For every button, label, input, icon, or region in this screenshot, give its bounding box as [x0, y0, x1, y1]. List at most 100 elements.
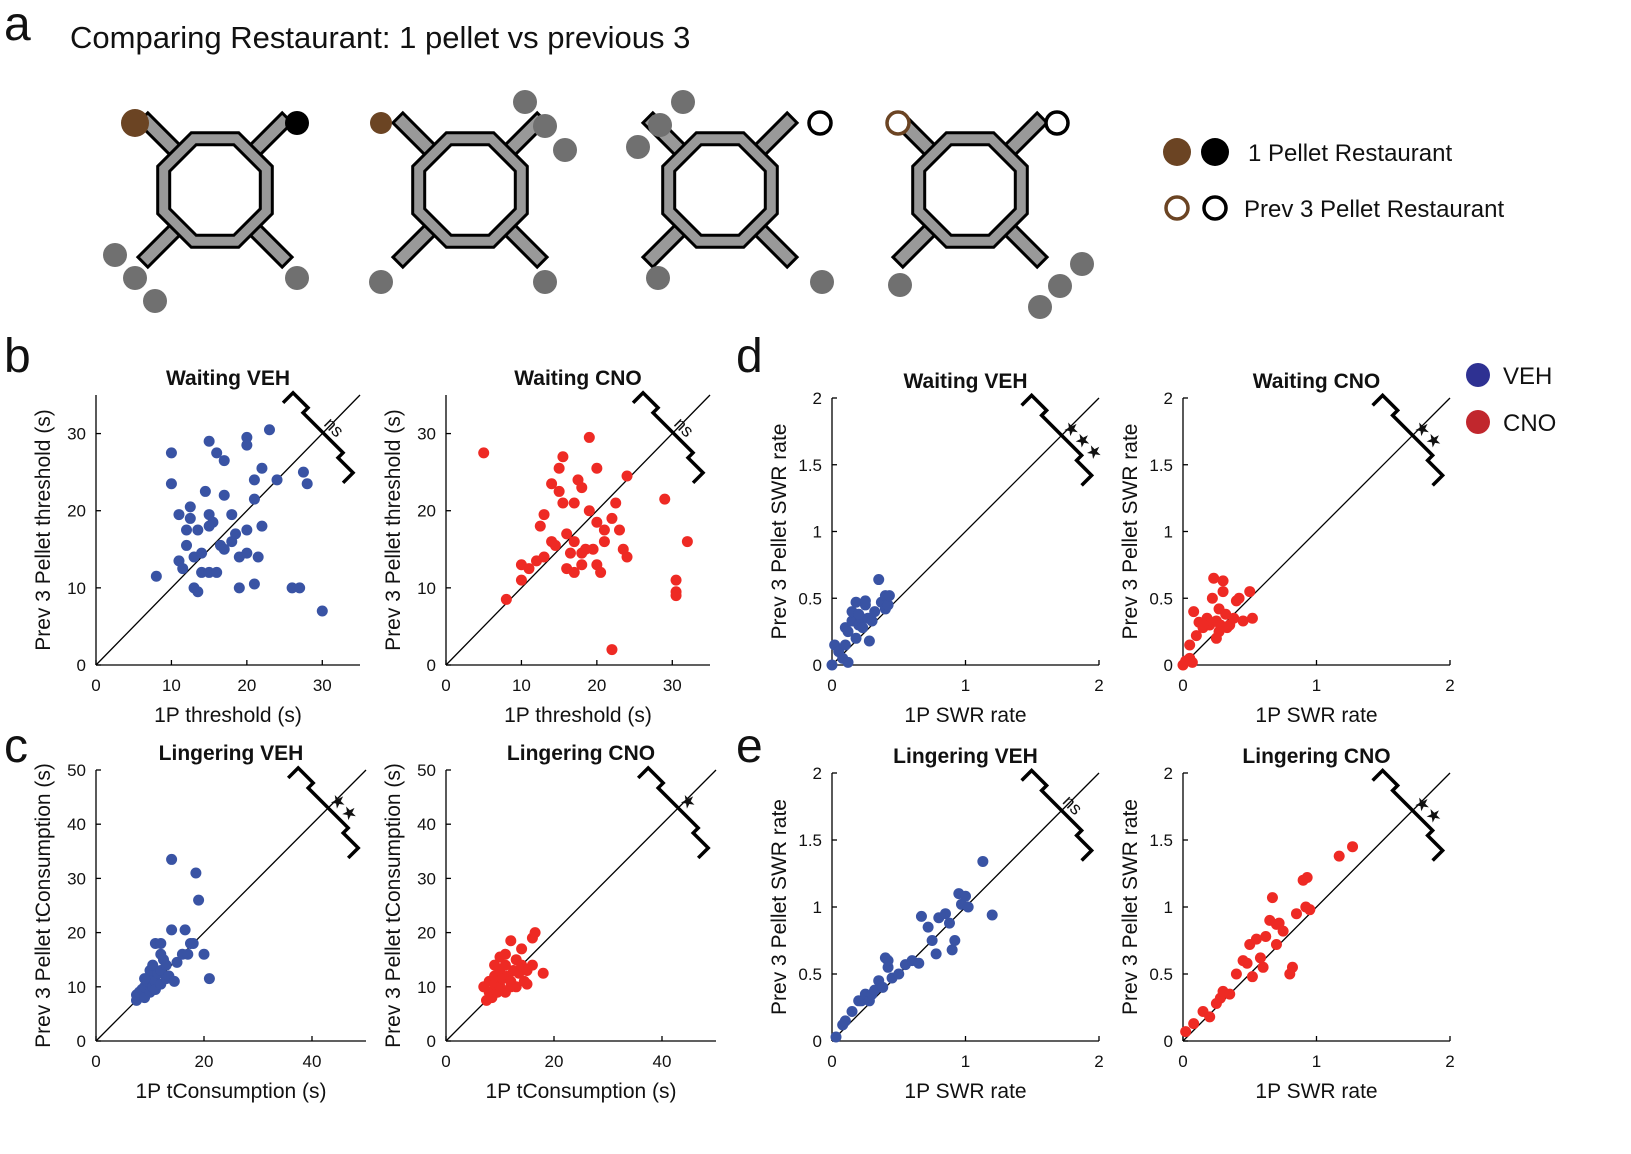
- x-tick-label: 20: [195, 1052, 214, 1071]
- point: [598, 536, 610, 548]
- point: [557, 451, 569, 463]
- y-axis-label: Prev 3 Pellet threshold (s): [382, 409, 405, 651]
- y-tick-label: 30: [417, 425, 436, 444]
- point: [557, 497, 569, 509]
- point: [218, 489, 230, 501]
- point: [568, 566, 580, 578]
- point: [139, 973, 151, 985]
- y-tick-label: 0.5: [1149, 589, 1173, 608]
- point: [826, 659, 838, 671]
- point: [218, 543, 230, 555]
- point: [256, 520, 268, 532]
- maze: [893, 113, 1047, 267]
- point: [523, 563, 535, 575]
- legend-marker: [1466, 410, 1490, 434]
- point: [846, 1006, 858, 1018]
- legend-label: CNO: [1503, 410, 1556, 437]
- point: [173, 509, 185, 521]
- y-tick-label: 1: [813, 523, 822, 542]
- point: [515, 574, 527, 586]
- point: [549, 539, 561, 551]
- point: [1246, 612, 1258, 624]
- point: [316, 605, 328, 617]
- figure-title: Comparing Restaurant: 1 pellet vs previo…: [70, 20, 690, 55]
- point: [863, 635, 875, 647]
- point: [621, 551, 633, 563]
- point: [1246, 971, 1258, 983]
- point: [866, 615, 878, 627]
- point: [1237, 615, 1249, 627]
- x-axis-label: 1P threshold (s): [504, 704, 652, 727]
- significance-bracket: [286, 765, 361, 860]
- significance-annotation: ★★: [325, 789, 362, 826]
- x-tick-label: 40: [653, 1052, 672, 1071]
- point: [248, 474, 260, 486]
- y-tick-label: 10: [67, 579, 86, 598]
- point: [564, 547, 576, 559]
- point: [1224, 988, 1236, 1000]
- legend-label: VEH: [1503, 363, 1552, 390]
- point: [576, 482, 588, 494]
- significance-annotation: ns: [670, 413, 698, 441]
- point: [168, 975, 180, 987]
- chart-title: Lingering VEH: [159, 742, 304, 765]
- point: [670, 590, 682, 602]
- point: [182, 948, 194, 960]
- significance-bracket: [1371, 768, 1446, 862]
- point: [1230, 968, 1242, 980]
- point: [877, 981, 889, 993]
- point: [946, 944, 958, 956]
- y-tick-label: 40: [417, 815, 436, 834]
- y-axis-label: Prev 3 Pellet SWR rate: [768, 424, 791, 640]
- y-tick-label: 40: [67, 815, 86, 834]
- point: [939, 908, 951, 920]
- y-tick-label: 2: [813, 389, 822, 408]
- x-axis-label: 1P SWR rate: [904, 1080, 1026, 1103]
- point: [869, 606, 881, 618]
- significance-annotation: ns: [1059, 791, 1087, 819]
- chart-title: Lingering CNO: [1242, 745, 1390, 768]
- x-tick-label: 10: [162, 676, 181, 695]
- point: [943, 917, 955, 929]
- point: [190, 867, 202, 879]
- x-tick-label: 1: [1312, 676, 1321, 695]
- point: [537, 967, 549, 979]
- y-tick-label: 0: [1164, 656, 1173, 675]
- point: [241, 524, 253, 536]
- point: [181, 539, 193, 551]
- point: [184, 501, 196, 513]
- point: [505, 935, 517, 947]
- point: [179, 924, 191, 936]
- y-axis-label: Prev 3 Pellet tConsumption (s): [32, 763, 55, 1048]
- chart-title: Waiting CNO: [1253, 370, 1381, 393]
- maze-diagrams: [103, 90, 1229, 319]
- x-tick-label: 0: [441, 1052, 450, 1071]
- point: [505, 981, 517, 993]
- significance-bracket: [1020, 392, 1095, 487]
- y-tick-label: 1.5: [1149, 456, 1173, 475]
- point: [949, 935, 961, 946]
- y-tick-label: 50: [67, 761, 86, 780]
- point: [1270, 918, 1282, 930]
- point: [1286, 961, 1298, 973]
- panel-label: a: [4, 0, 31, 51]
- point: [1277, 925, 1289, 937]
- x-tick-label: 0: [1178, 1052, 1187, 1071]
- y-tick-label: 1: [1164, 523, 1173, 542]
- significance-annotation: ns: [320, 413, 348, 441]
- point: [926, 935, 938, 946]
- point: [882, 599, 894, 611]
- y-tick-label: 30: [417, 869, 436, 888]
- point: [922, 921, 934, 933]
- point: [1266, 892, 1278, 904]
- y-tick-label: 0: [1164, 1032, 1173, 1051]
- point: [1290, 908, 1302, 920]
- point: [1244, 586, 1256, 598]
- point: [165, 478, 177, 490]
- y-tick-label: 1.5: [798, 831, 822, 850]
- panel-label: d: [736, 330, 763, 383]
- point: [842, 656, 854, 668]
- point: [248, 493, 260, 505]
- y-axis-label: Prev 3 Pellet tConsumption (s): [382, 763, 405, 1048]
